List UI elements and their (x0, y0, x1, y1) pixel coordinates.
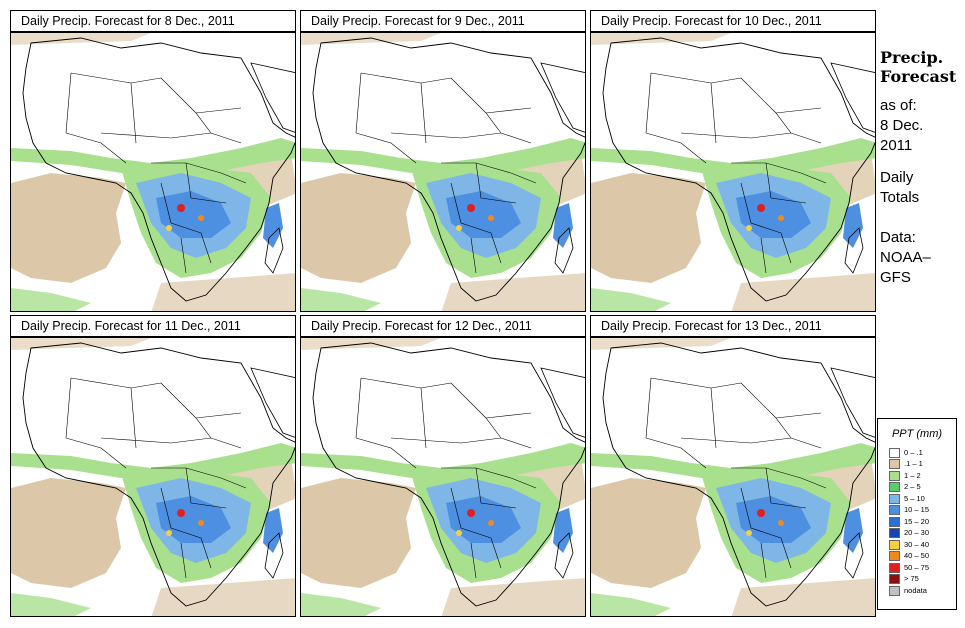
panel-title: Daily Precip. Forecast for 13 Dec., 2011 (590, 315, 876, 337)
data-source-block: Data: NOAA– GFS (880, 228, 931, 288)
data-line-3: GFS (880, 269, 911, 286)
daily-line-2: Totals (880, 189, 920, 206)
legend-swatch (889, 505, 900, 516)
panel-title: Daily Precip. Forecast for 8 Dec., 2011 (10, 10, 296, 32)
date-line-2: 2011 (880, 137, 913, 154)
legend-label: 2 – 5 (904, 482, 921, 492)
legend-label: 50 – 75 (904, 562, 930, 572)
forecast-panel: Daily Precip. Forecast for 12 Dec., 2011 (300, 315, 586, 617)
legend-swatch (889, 482, 900, 493)
legend-swatch (889, 528, 900, 539)
legend-label: 1 – 2 (904, 470, 921, 480)
asof-block: as of: 8 Dec. 2011 (880, 96, 923, 156)
legend-label: 15 – 20 (904, 516, 930, 526)
legend-label: 5 – 10 (904, 493, 925, 503)
daily-line-1: Daily (880, 169, 914, 186)
title-line-1: Precip. (880, 48, 944, 67)
legend-label: 30 – 40 (904, 539, 930, 549)
forecast-panel: Daily Precip. Forecast for 8 Dec., 2011 (10, 10, 296, 312)
legend-item: nodata (878, 585, 956, 597)
legend-swatch (889, 447, 900, 458)
legend-label: 40 – 50 (904, 551, 930, 561)
legend-swatch (889, 470, 900, 481)
precip-map (300, 337, 586, 617)
forecast-panel: Daily Precip. Forecast for 10 Dec., 2011 (590, 10, 876, 312)
legend-swatch (889, 551, 900, 562)
legend-item: 0 – .1 (878, 447, 956, 459)
legend-label: 20 – 30 (904, 528, 930, 538)
precip-map (300, 32, 586, 312)
panel-title: Daily Precip. Forecast for 9 Dec., 2011 (300, 10, 586, 32)
data-line-2: NOAA– (880, 249, 931, 266)
legend-item: 50 – 75 (878, 562, 956, 574)
legend-item: .1 – 1 (878, 459, 956, 471)
asof-label: as of: (880, 97, 917, 114)
legend-swatch (889, 459, 900, 470)
precip-map (10, 337, 296, 617)
legend-item: 15 – 20 (878, 516, 956, 528)
legend-swatch (889, 574, 900, 585)
legend-item: 10 – 15 (878, 505, 956, 517)
legend-swatch (889, 585, 900, 596)
forecast-panel: Daily Precip. Forecast for 11 Dec., 2011 (10, 315, 296, 617)
panel-title: Daily Precip. Forecast for 12 Dec., 2011 (300, 315, 586, 337)
panel-title: Daily Precip. Forecast for 11 Dec., 2011 (10, 315, 296, 337)
panel-title: Daily Precip. Forecast for 10 Dec., 2011 (590, 10, 876, 32)
sidebar-title: Precip. Forecast (880, 48, 956, 86)
legend-label: 0 – .1 (904, 447, 923, 457)
legend-item: 5 – 10 (878, 493, 956, 505)
totals-block: Daily Totals (880, 168, 919, 208)
legend-title: PPT (mm) (891, 428, 943, 440)
legend-swatch (889, 562, 900, 573)
precip-map (10, 32, 296, 312)
legend-item: 20 – 30 (878, 528, 956, 540)
date-line-1: 8 Dec. (880, 117, 924, 134)
legend-item: 30 – 40 (878, 539, 956, 551)
forecast-panel: Daily Precip. Forecast for 9 Dec., 2011 (300, 10, 586, 312)
legend-label: 10 – 15 (904, 505, 930, 515)
legend-label: nodata (904, 585, 927, 595)
legend-label: > 75 (904, 574, 919, 584)
legend-swatch (889, 539, 900, 550)
legend-label: .1 – 1 (904, 459, 923, 469)
legend-item: 1 – 2 (878, 470, 956, 482)
legend-item: 40 – 50 (878, 551, 956, 563)
legend-item: 2 – 5 (878, 482, 956, 494)
legend-item: > 75 (878, 574, 956, 586)
precip-map (590, 337, 876, 617)
title-line-2: Forecast (880, 67, 957, 86)
data-line-1: Data: (880, 229, 916, 246)
forecast-panel: Daily Precip. Forecast for 13 Dec., 2011 (590, 315, 876, 617)
legend-swatch (889, 516, 900, 527)
precip-map (590, 32, 876, 312)
legend-swatch (889, 493, 900, 504)
